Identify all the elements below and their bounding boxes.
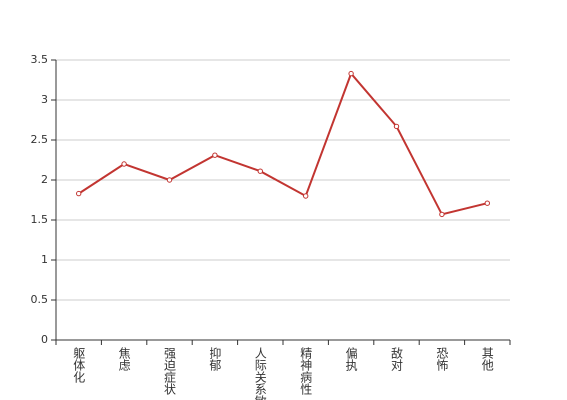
data-point — [76, 190, 82, 197]
data-point — [212, 152, 218, 158]
y-tick-label: 1.5 — [31, 213, 49, 226]
y-tick-label: 1 — [41, 253, 48, 266]
data-point — [484, 200, 490, 206]
data-point — [439, 211, 445, 218]
data-point — [257, 168, 263, 174]
x-tick-label: 躯体化 — [72, 346, 86, 384]
data-point — [348, 70, 354, 77]
x-tick-label: 强迫症状 — [163, 347, 177, 395]
data-point — [303, 193, 309, 199]
y-tick-label: 0 — [41, 333, 48, 346]
data-line — [78, 71, 488, 216]
y-tick-label: 2.5 — [31, 133, 49, 146]
x-tick-label: 抑郁 — [208, 346, 222, 372]
x-tick-label: 人际关系敏感 — [253, 347, 267, 400]
x-tick-label: 恐怖 — [435, 347, 449, 371]
x-tick-label: 敌对 — [390, 346, 404, 371]
y-tick-label: 3.5 — [31, 53, 49, 66]
data-point — [393, 123, 400, 130]
data-point — [121, 161, 127, 167]
x-tick-label: 其他 — [480, 347, 494, 371]
x-tick-label: 精神病性 — [299, 347, 313, 396]
y-tick-label: 0.5 — [31, 293, 49, 306]
x-tick-label: 焦虑 — [117, 347, 131, 371]
y-tick-label: 3 — [41, 93, 48, 106]
x-tick-label: 偏执 — [344, 346, 358, 372]
y-tick-label: 2 — [41, 173, 48, 186]
data-point — [166, 177, 173, 183]
